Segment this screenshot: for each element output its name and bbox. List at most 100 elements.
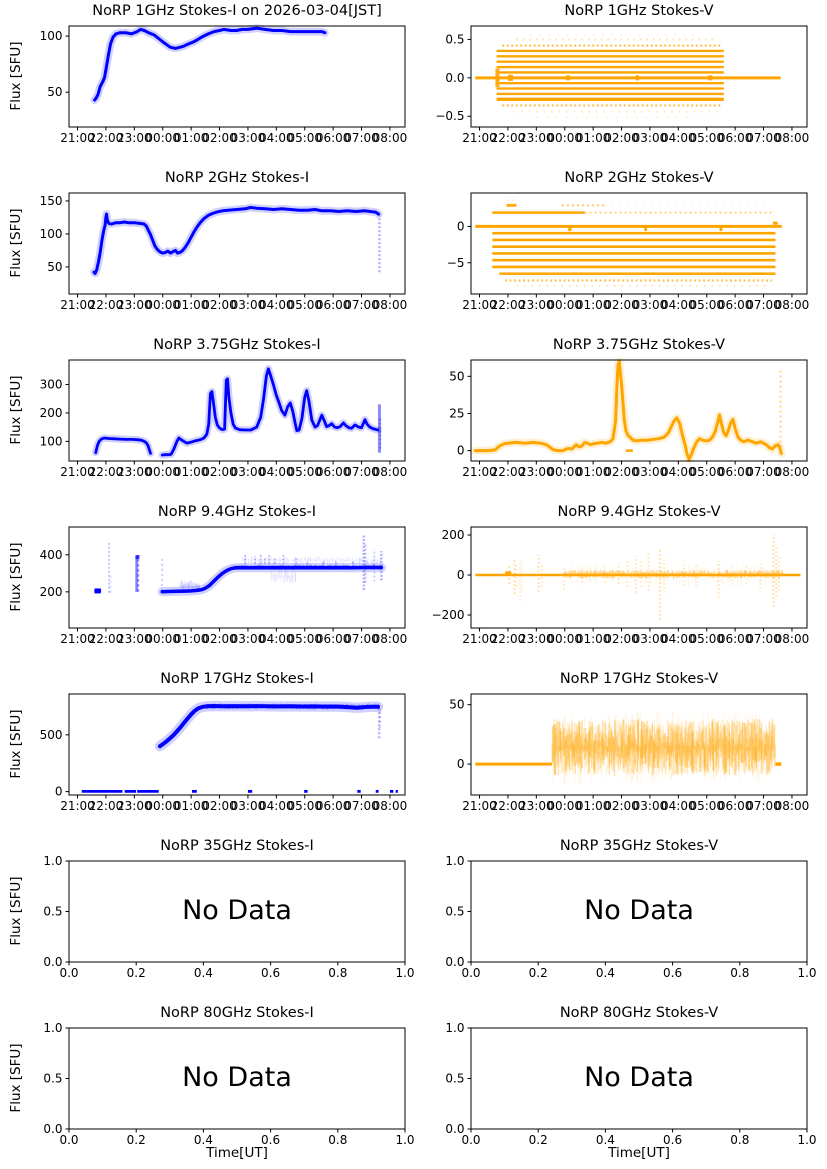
svg-text:07:00: 07:00: [746, 632, 781, 646]
svg-text:02:00: 02:00: [604, 799, 639, 813]
y-axis-label: Flux [SFU]: [8, 876, 24, 946]
svg-text:03:00: 03:00: [633, 799, 668, 813]
svg-text:0: 0: [457, 219, 465, 233]
svg-text:08:00: 08:00: [775, 131, 810, 145]
svg-text:150: 150: [40, 194, 63, 208]
svg-text:03:00: 03:00: [633, 632, 668, 646]
subplot-norp-17ghz-stokes-i: 21:00 22:00 23:00 00:00 01:00 02:00 03:00 04:00…: [0, 668, 414, 835]
svg-text:0.8: 0.8: [730, 1133, 749, 1147]
svg-text:0.8: 0.8: [328, 1133, 347, 1147]
svg-text:07:00: 07:00: [344, 799, 379, 813]
x-axis-label: Time[UT]: [206, 1145, 268, 1161]
svg-text:22:00: 22:00: [491, 465, 526, 479]
svg-text:01:00: 01:00: [576, 799, 611, 813]
norp-35ghz-stokes-v-plot: 0.0 0.2 0.4 0.6 0.8 1.0 0.0 0.5 1.0: [445, 854, 816, 980]
norp-2ghz-stokes-i-plot: 21:0022:0023:0000:0001:0002:0003:0004:00…: [40, 192, 407, 312]
subplot-norp-2ghz-stokes-v: 21:00 22:00 23:00 00:00 01:00 02:00 03:00 04:00…: [413, 167, 827, 334]
svg-text:21:00: 21:00: [462, 465, 497, 479]
svg-text:1.0: 1.0: [797, 1133, 816, 1147]
svg-text:05:00: 05:00: [689, 465, 724, 479]
svg-text:1.0: 1.0: [395, 1133, 414, 1147]
plot-title: NoRP 1GHz Stokes-V: [564, 3, 714, 19]
svg-text:0.5: 0.5: [445, 32, 464, 46]
svg-text:08:00: 08:00: [373, 465, 408, 479]
svg-text:22:00: 22:00: [491, 799, 526, 813]
svg-text:50: 50: [449, 698, 464, 712]
svg-text:05:00: 05:00: [287, 799, 322, 813]
svg-text:05:00: 05:00: [689, 799, 724, 813]
svg-text:0.8: 0.8: [730, 966, 749, 980]
svg-text:07:00: 07:00: [746, 799, 781, 813]
plot-title: NoRP 3.75GHz Stokes-V: [552, 337, 726, 353]
svg-text:−5: −5: [447, 256, 465, 270]
plot-title: NoRP 80GHz Stokes-V: [559, 1005, 719, 1021]
svg-text:01:00: 01:00: [174, 298, 209, 312]
svg-text:07:00: 07:00: [746, 465, 781, 479]
svg-text:400: 400: [40, 548, 63, 562]
svg-text:00:00: 00:00: [145, 298, 180, 312]
svg-text:06:00: 06:00: [316, 298, 351, 312]
svg-text:23:00: 23:00: [117, 298, 152, 312]
norp-17ghz-stokes-v-plot: 21:0022:0023:0000:0001:0002:0003:0004:00…: [449, 693, 809, 813]
subplot-norp-17ghz-stokes-v: 21:00 22:00 23:00 00:00 01:00 02:00 03:00 04:00…: [413, 668, 827, 835]
svg-text:23:00: 23:00: [519, 799, 554, 813]
svg-text:0.2: 0.2: [529, 966, 548, 980]
norp-80ghz-stokes-i-plot: 0.0 0.2 0.4 0.6 0.8 1.0 0.0 0.5 1.0: [43, 1021, 414, 1147]
svg-text:03:00: 03:00: [231, 298, 266, 312]
svg-text:02:00: 02:00: [202, 298, 237, 312]
svg-text:1.0: 1.0: [395, 966, 414, 980]
svg-text:06:00: 06:00: [316, 632, 351, 646]
norp-9.4ghz-stokes-i-plot: 21:0022:0023:0000:0001:0002:0003:0004:00…: [40, 526, 407, 646]
svg-text:07:00: 07:00: [344, 298, 379, 312]
svg-text:05:00: 05:00: [287, 465, 322, 479]
plot-title: NoRP 3.75GHz Stokes-I: [153, 337, 321, 353]
svg-text:200: 200: [40, 585, 63, 599]
svg-text:0.5: 0.5: [445, 1072, 464, 1086]
norp-1ghz-stokes-i-plot: 21:0022:0023:0000:0001:0002:0003:0004:00…: [40, 24, 408, 145]
y-axis-label: Flux [SFU]: [8, 542, 24, 612]
svg-text:04:00: 04:00: [661, 131, 696, 145]
svg-text:07:00: 07:00: [746, 298, 781, 312]
svg-text:00:00: 00:00: [547, 632, 582, 646]
subplot-norp-35ghz-stokes-i: 0.0 0.2 0.4 0.6 0.8 1.0 0.0 0.5 1.0 NoRP 35GHz S…: [0, 835, 414, 1002]
norp-3.75ghz-stokes-i-plot: 21:0022:0023:0000:0001:0002:0003:0004:00…: [40, 359, 408, 479]
svg-text:01:00: 01:00: [576, 465, 611, 479]
svg-text:00:00: 00:00: [145, 131, 180, 145]
svg-text:0.4: 0.4: [194, 1133, 213, 1147]
svg-text:00:00: 00:00: [145, 632, 180, 646]
svg-text:0.0: 0.0: [43, 955, 62, 969]
svg-text:08:00: 08:00: [373, 799, 408, 813]
svg-text:21:00: 21:00: [60, 632, 95, 646]
svg-text:06:00: 06:00: [718, 298, 753, 312]
svg-text:23:00: 23:00: [117, 131, 152, 145]
svg-text:23:00: 23:00: [519, 465, 554, 479]
y-axis-label: Flux [SFU]: [8, 41, 24, 111]
plot-title: NoRP 17GHz Stokes-I: [160, 671, 314, 687]
svg-text:25: 25: [449, 406, 464, 420]
svg-text:22:00: 22:00: [491, 632, 526, 646]
svg-text:21:00: 21:00: [462, 298, 497, 312]
svg-text:00:00: 00:00: [547, 465, 582, 479]
plot-title: NoRP 2GHz Stokes-V: [564, 170, 714, 186]
svg-text:0.0: 0.0: [43, 1122, 62, 1136]
norp-1ghz-stokes-v-plot: 21:0022:0023:0000:0001:0002:0003:0004:00…: [435, 25, 810, 145]
svg-text:0.6: 0.6: [663, 966, 682, 980]
svg-text:04:00: 04:00: [259, 131, 294, 145]
svg-text:21:00: 21:00: [60, 465, 95, 479]
svg-text:01:00: 01:00: [576, 131, 611, 145]
plot-title: NoRP 35GHz Stokes-I: [160, 838, 314, 854]
norp-35ghz-stokes-i-plot: 0.0 0.2 0.4 0.6 0.8 1.0 0.0 0.5 1.0: [43, 854, 414, 980]
plot-title: NoRP 80GHz Stokes-I: [160, 1005, 314, 1021]
svg-text:07:00: 07:00: [344, 632, 379, 646]
svg-text:22:00: 22:00: [89, 465, 124, 479]
svg-text:00:00: 00:00: [145, 799, 180, 813]
svg-text:02:00: 02:00: [604, 465, 639, 479]
svg-text:03:00: 03:00: [633, 298, 668, 312]
svg-text:0: 0: [55, 785, 63, 799]
svg-text:03:00: 03:00: [231, 632, 266, 646]
svg-text:08:00: 08:00: [373, 131, 408, 145]
svg-text:23:00: 23:00: [117, 465, 152, 479]
svg-text:22:00: 22:00: [89, 131, 124, 145]
subplot-norp-2ghz-stokes-i: 21:00 22:00 23:00 00:00 01:00 02:00 03:00 04:00…: [0, 167, 414, 334]
plot-title: NoRP 17GHz Stokes-V: [559, 671, 719, 687]
